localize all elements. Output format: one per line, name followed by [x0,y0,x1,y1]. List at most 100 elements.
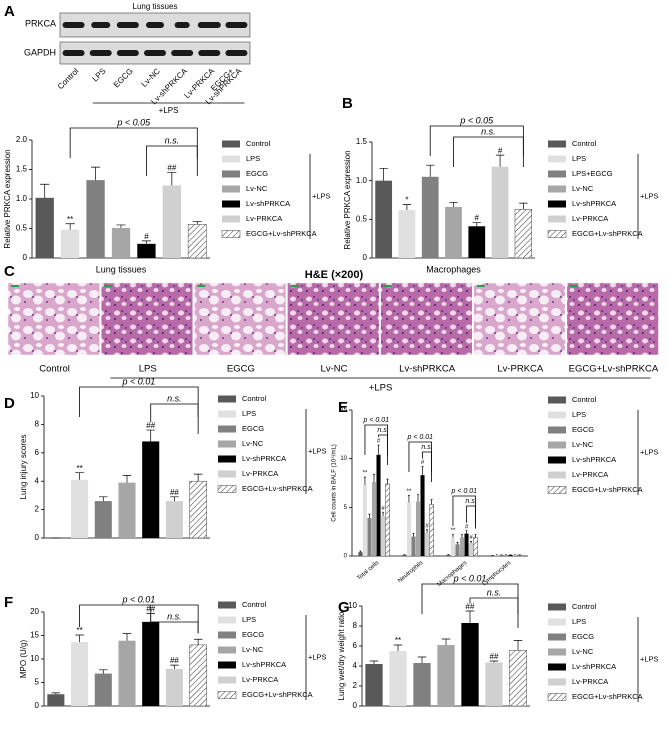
significance-mark: ** [407,489,412,495]
bar [375,180,393,258]
legend-group-label: +LPS [312,191,331,200]
blot-band [116,22,139,28]
legend-label: EGCG+Lv-shPRKCA [242,484,313,493]
legend-label: Lv-shPRKCA [572,662,616,671]
legend-label: Lv-PRKCA [572,470,608,479]
bar [469,543,474,556]
scale-bar [476,285,485,287]
scale-bar [383,285,392,287]
error-bar [416,494,420,502]
legend-swatch [221,230,241,238]
legend-swatch [222,200,240,208]
legend-swatch [222,170,240,178]
panel-letter: B [342,95,353,112]
legend-swatch [548,170,566,178]
legend-label: Lv-NC [572,184,594,193]
error-bar [65,223,75,230]
bar [47,694,65,706]
significance-mark: ** [363,471,368,477]
error-bar [472,222,481,227]
bar [445,206,462,258]
legend-swatch [218,410,236,418]
legend-swatch [217,485,237,493]
blot-band [171,50,194,56]
panel-letter: C [4,263,15,280]
bar [165,668,183,706]
histology-label: EGCG [227,364,255,375]
bar [189,644,207,707]
legend-swatch [218,646,236,654]
error-bar [451,534,454,538]
bar [459,537,465,556]
bracket [150,605,199,634]
legend-swatch [548,200,566,208]
blot-band [91,22,111,28]
blot-band [225,50,248,56]
bar [365,664,383,706]
significance-mark: ** [67,215,73,224]
legend-swatch [548,663,566,671]
y-axis-label: Lung injury scores [19,435,28,500]
legend-label: Control [242,600,267,609]
bar [514,209,532,259]
blot-band [62,22,85,28]
significance-mark: * [405,196,408,205]
y-tick-label: 6 [353,641,358,650]
bar [367,518,372,556]
legend-label: Lv-NC [572,647,594,656]
significance-mark: # [465,524,469,530]
error-bar [372,473,376,483]
legend-swatch [222,185,240,193]
y-tick-label: 1.0 [356,176,368,185]
tissue-image [194,282,287,356]
histology-label: LPS [139,364,157,375]
bracket-label: p < 0.01 [451,488,478,495]
tissue-image [7,282,100,356]
legend-label: LPS [572,410,586,419]
legend-label: Lv-shPRKCA [242,454,286,463]
error-bar [421,466,424,476]
error-bar [441,638,451,645]
bar [509,650,527,707]
scale-bar [11,285,19,287]
bar [450,537,455,556]
error-bar [193,638,203,645]
y-tick-label: 2.0 [16,135,28,144]
legend-swatch [548,678,566,686]
legend-swatch [548,618,566,626]
bracket-label: p < 0.05 [116,117,151,127]
legend-swatch [218,425,236,433]
panel-letter: G [338,599,350,616]
error-bar [170,496,179,502]
legend-swatch [218,601,236,609]
legend-label: EGCG [246,169,268,178]
scale-bar [104,285,113,287]
bracket-label: n.s. [377,427,388,434]
blot-title: Lung tissues [133,2,178,11]
bar [402,555,407,556]
bar [411,536,416,556]
bracket-label: p < 0.01 [363,417,390,424]
error-bar [90,166,101,181]
y-axis-label: Relative PRKCA expression [3,149,12,248]
tissue-image [380,282,473,356]
significance-mark: ## [490,652,499,661]
legend-swatch [547,230,567,238]
y-tick-label: 20 [30,607,39,616]
legend-swatch [547,693,567,701]
legend-label: EGCG [242,424,264,433]
legend-swatch [548,633,566,641]
blot-band [62,50,85,56]
legend-swatch [222,155,240,163]
y-tick-label: 4 [353,661,358,670]
y-tick-label: 0 [35,701,40,710]
legend-label: EGCG+Lv-shPRKCA [242,690,313,699]
significance-mark: # [377,439,381,445]
bracket [146,145,198,176]
y-tick-label: 6 [35,448,40,457]
y-tick-label: 2 [353,681,358,690]
bar [94,673,112,706]
bar [142,621,160,706]
y-tick-label: 10 [30,654,39,663]
bar [60,229,80,258]
